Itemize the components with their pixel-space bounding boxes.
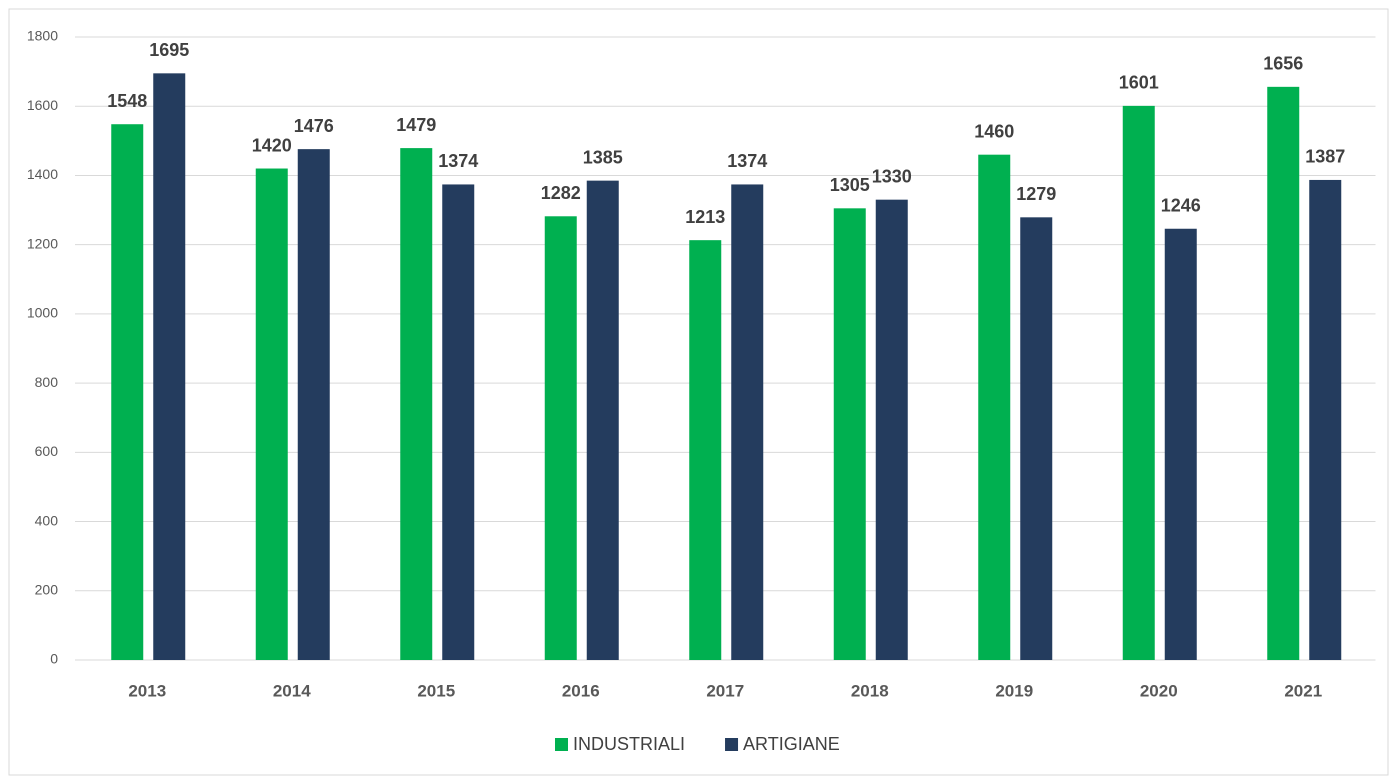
x-tick-label: 2016 bbox=[562, 681, 600, 700]
legend-swatch bbox=[555, 738, 568, 751]
bar bbox=[442, 184, 475, 660]
x-tick-label: 2018 bbox=[851, 681, 889, 700]
legend-label: ARTIGIANE bbox=[743, 734, 840, 754]
x-tick-label: 2013 bbox=[128, 681, 166, 700]
y-tick-label: 200 bbox=[35, 581, 59, 597]
y-tick-label: 1400 bbox=[27, 166, 58, 182]
data-label: 1656 bbox=[1263, 54, 1303, 74]
y-tick-label: 1200 bbox=[27, 235, 58, 251]
bar bbox=[1309, 179, 1342, 660]
bar bbox=[1164, 228, 1197, 661]
bar bbox=[978, 154, 1011, 660]
bar bbox=[833, 208, 866, 660]
x-tick-label: 2015 bbox=[417, 681, 455, 700]
bar bbox=[153, 73, 186, 660]
bar bbox=[400, 148, 433, 660]
y-tick-label: 1800 bbox=[27, 28, 58, 44]
data-label: 1601 bbox=[1119, 73, 1159, 93]
data-label: 1246 bbox=[1161, 195, 1201, 215]
data-label: 1387 bbox=[1305, 147, 1345, 167]
bar bbox=[586, 180, 619, 660]
data-label: 1479 bbox=[396, 115, 436, 135]
data-label: 1330 bbox=[872, 166, 912, 186]
bar bbox=[875, 199, 908, 660]
data-label: 1374 bbox=[438, 151, 478, 171]
data-label: 1213 bbox=[685, 207, 725, 227]
y-tick-label: 1000 bbox=[27, 305, 58, 321]
x-tick-label: 2014 bbox=[273, 681, 311, 700]
data-label: 1695 bbox=[149, 40, 189, 60]
legend-label: INDUSTRIALI bbox=[573, 734, 685, 754]
data-label: 1385 bbox=[583, 147, 623, 167]
data-label: 1420 bbox=[252, 135, 292, 155]
legend-swatch bbox=[725, 738, 739, 751]
x-tick-label: 2020 bbox=[1140, 681, 1178, 700]
data-label: 1476 bbox=[294, 116, 334, 136]
bar bbox=[731, 184, 764, 660]
bar bbox=[1020, 217, 1053, 660]
bar bbox=[1122, 105, 1155, 661]
x-tick-label: 2017 bbox=[706, 681, 744, 700]
bar bbox=[297, 149, 330, 660]
bar bbox=[111, 124, 144, 661]
y-tick-label: 800 bbox=[35, 374, 59, 390]
x-tick-label: 2021 bbox=[1284, 681, 1322, 700]
bar bbox=[255, 168, 288, 660]
y-tick-label: 400 bbox=[35, 512, 59, 528]
data-label: 1548 bbox=[107, 91, 147, 111]
y-tick-label: 0 bbox=[50, 651, 58, 667]
y-tick-label: 600 bbox=[35, 443, 59, 459]
data-label: 1279 bbox=[1016, 184, 1056, 204]
data-label: 1305 bbox=[830, 175, 870, 195]
data-label: 1460 bbox=[974, 121, 1014, 141]
bar bbox=[1267, 86, 1300, 661]
data-label: 1282 bbox=[541, 183, 581, 203]
y-tick-label: 1600 bbox=[27, 97, 58, 113]
x-tick-label: 2019 bbox=[995, 681, 1033, 700]
data-label: 1374 bbox=[727, 151, 767, 171]
bar bbox=[544, 216, 577, 660]
bar bbox=[689, 240, 722, 660]
